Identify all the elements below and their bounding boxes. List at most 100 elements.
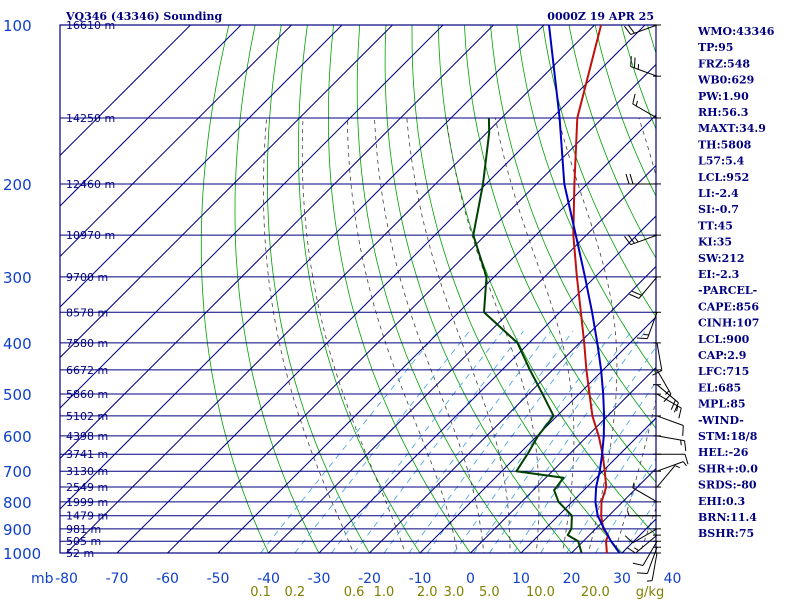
temperature-axis: -80 -70 -60 -50 -40 -30 -20 -10 0 10 20 30 40	[55, 571, 681, 587]
index-value: PW:1.90	[698, 90, 749, 103]
index-value: LCL:952	[698, 171, 749, 184]
wind-barb	[653, 384, 679, 413]
index-value: LCL:900	[698, 333, 750, 346]
dry-adiabat-line	[411, 25, 623, 553]
pressure-tick-label: 500	[3, 386, 32, 404]
index-value: BSHR:75	[698, 527, 754, 540]
height-label: 5102 m	[66, 410, 108, 423]
index-value: TT:45	[698, 219, 733, 232]
isotherm-line	[60, 25, 494, 460]
isobars	[59, 24, 657, 554]
wind-barb	[632, 540, 661, 566]
temperature-tick-label: -70	[106, 571, 129, 587]
wind-barb	[632, 482, 661, 503]
parcel-profile-line	[548, 25, 621, 553]
height-label: 52 m	[66, 547, 94, 560]
mixing-ratio-axis: 0.1 0.2 0.6 1.0 2.0 3.0 5.0 10.0 20.0 g/kg	[250, 585, 664, 600]
mixing-ratio-tick-label: 10.0	[526, 585, 555, 600]
isotherm-line	[60, 25, 393, 359]
mixing-ratio-tick-label: 20.0	[581, 585, 610, 600]
mixing-ratio-line	[294, 330, 470, 553]
pressure-tick-label: 200	[3, 176, 32, 194]
temperature-tick-label: 10	[512, 571, 530, 587]
index-value: MPL:85	[698, 398, 746, 411]
height-label: 4398 m	[66, 430, 108, 443]
mixing-ratio-tick-label: 0.2	[284, 585, 305, 600]
index-value: LFC:715	[698, 365, 749, 378]
isotherm-line	[60, 25, 292, 258]
height-label: 2549 m	[66, 481, 108, 494]
wind-barb	[653, 415, 684, 436]
mixing-ratio-line	[488, 330, 646, 553]
dry-adiabat-line	[542, 25, 656, 318]
height-label: 14250 m	[66, 112, 115, 125]
wind-barb	[632, 93, 661, 119]
index-value: MAXT:34.9	[698, 122, 766, 135]
wind-barb	[627, 510, 661, 517]
dry-adiabat-line	[200, 25, 269, 553]
index-value: FRZ:548	[698, 57, 750, 70]
wind-barb	[653, 461, 687, 472]
dry-adiabat-line	[464, 25, 656, 483]
index-value: WMO:43346	[697, 25, 775, 38]
index-value: KI:35	[698, 236, 732, 249]
dry-adiabat-line	[297, 25, 421, 553]
pressure-tick-label: 600	[3, 428, 32, 446]
height-label: 10970 m	[66, 229, 115, 242]
isotherm-line	[167, 63, 656, 553]
pressure-tick-label: 1000	[3, 545, 41, 563]
height-labels: 16610 m 14250 m 12460 m 10970 m 9700 m 8578 m…	[66, 19, 115, 560]
index-value: CAPE:856	[698, 300, 759, 313]
height-label: 12460 m	[66, 178, 115, 191]
temperature-tick-label: -60	[156, 571, 179, 587]
dry-adiabat-line	[356, 25, 522, 553]
mixing-ratio-lines	[260, 330, 656, 553]
index-value: L57:5.4	[698, 155, 745, 168]
dry-adiabat-line	[234, 25, 320, 553]
index-value: CAP:2.9	[698, 349, 746, 362]
mixing-ratio-line	[353, 330, 524, 553]
dry-adiabat-line	[384, 25, 573, 553]
wind-barb	[624, 24, 661, 36]
temperature-tick-label: -50	[207, 571, 230, 587]
mixing-ratio-line	[426, 330, 590, 553]
mixing-ratio-line	[453, 330, 614, 553]
dry-adiabat-line	[490, 25, 656, 429]
dewpoint-profile-line	[472, 117, 583, 553]
temperature-tick-label: -40	[257, 571, 280, 587]
wind-barb	[630, 56, 661, 77]
wind-barb	[625, 173, 661, 185]
mixing-ratio-line	[473, 330, 632, 553]
pressure-tick-label: 300	[3, 269, 32, 287]
mixing-ratio-tick-label: 2.0	[417, 585, 438, 600]
isotherm-line	[60, 25, 444, 409]
mixing-ratio-tick-label: g/kg	[636, 585, 664, 600]
wind-barbs	[624, 24, 689, 582]
index-value: SW:212	[698, 252, 745, 265]
height-label: 8578 m	[66, 306, 108, 319]
height-label: 3741 m	[66, 448, 108, 461]
height-label: 6672 m	[66, 364, 108, 377]
index-value: SHR+:0.0	[698, 462, 758, 475]
dry-adiabat-line	[752, 25, 800, 564]
isotherm-line	[419, 316, 656, 553]
height-label: 5860 m	[66, 388, 108, 401]
index-value: STM:18/8	[698, 430, 758, 443]
wind-barb	[653, 453, 689, 465]
dry-adiabat-line	[568, 25, 656, 259]
temperature-tick-label: -80	[55, 571, 78, 587]
index-value: HEL:-26	[698, 446, 749, 459]
wind-barb	[636, 546, 661, 575]
height-label: 981 m	[66, 523, 101, 536]
index-value: -WIND-	[698, 414, 744, 427]
height-label: 1999 m	[66, 496, 108, 509]
wind-barb	[652, 342, 663, 376]
sounding-profiles	[472, 25, 621, 553]
isotherm-line	[268, 164, 656, 553]
isotherm-line	[520, 417, 656, 553]
pressure-tick-label: 100	[3, 17, 32, 35]
mixing-ratio-tick-label: 3.0	[444, 585, 465, 600]
isotherm-line	[60, 25, 242, 207]
pressure-tick-label: 700	[3, 463, 32, 481]
wind-barb	[624, 234, 661, 246]
